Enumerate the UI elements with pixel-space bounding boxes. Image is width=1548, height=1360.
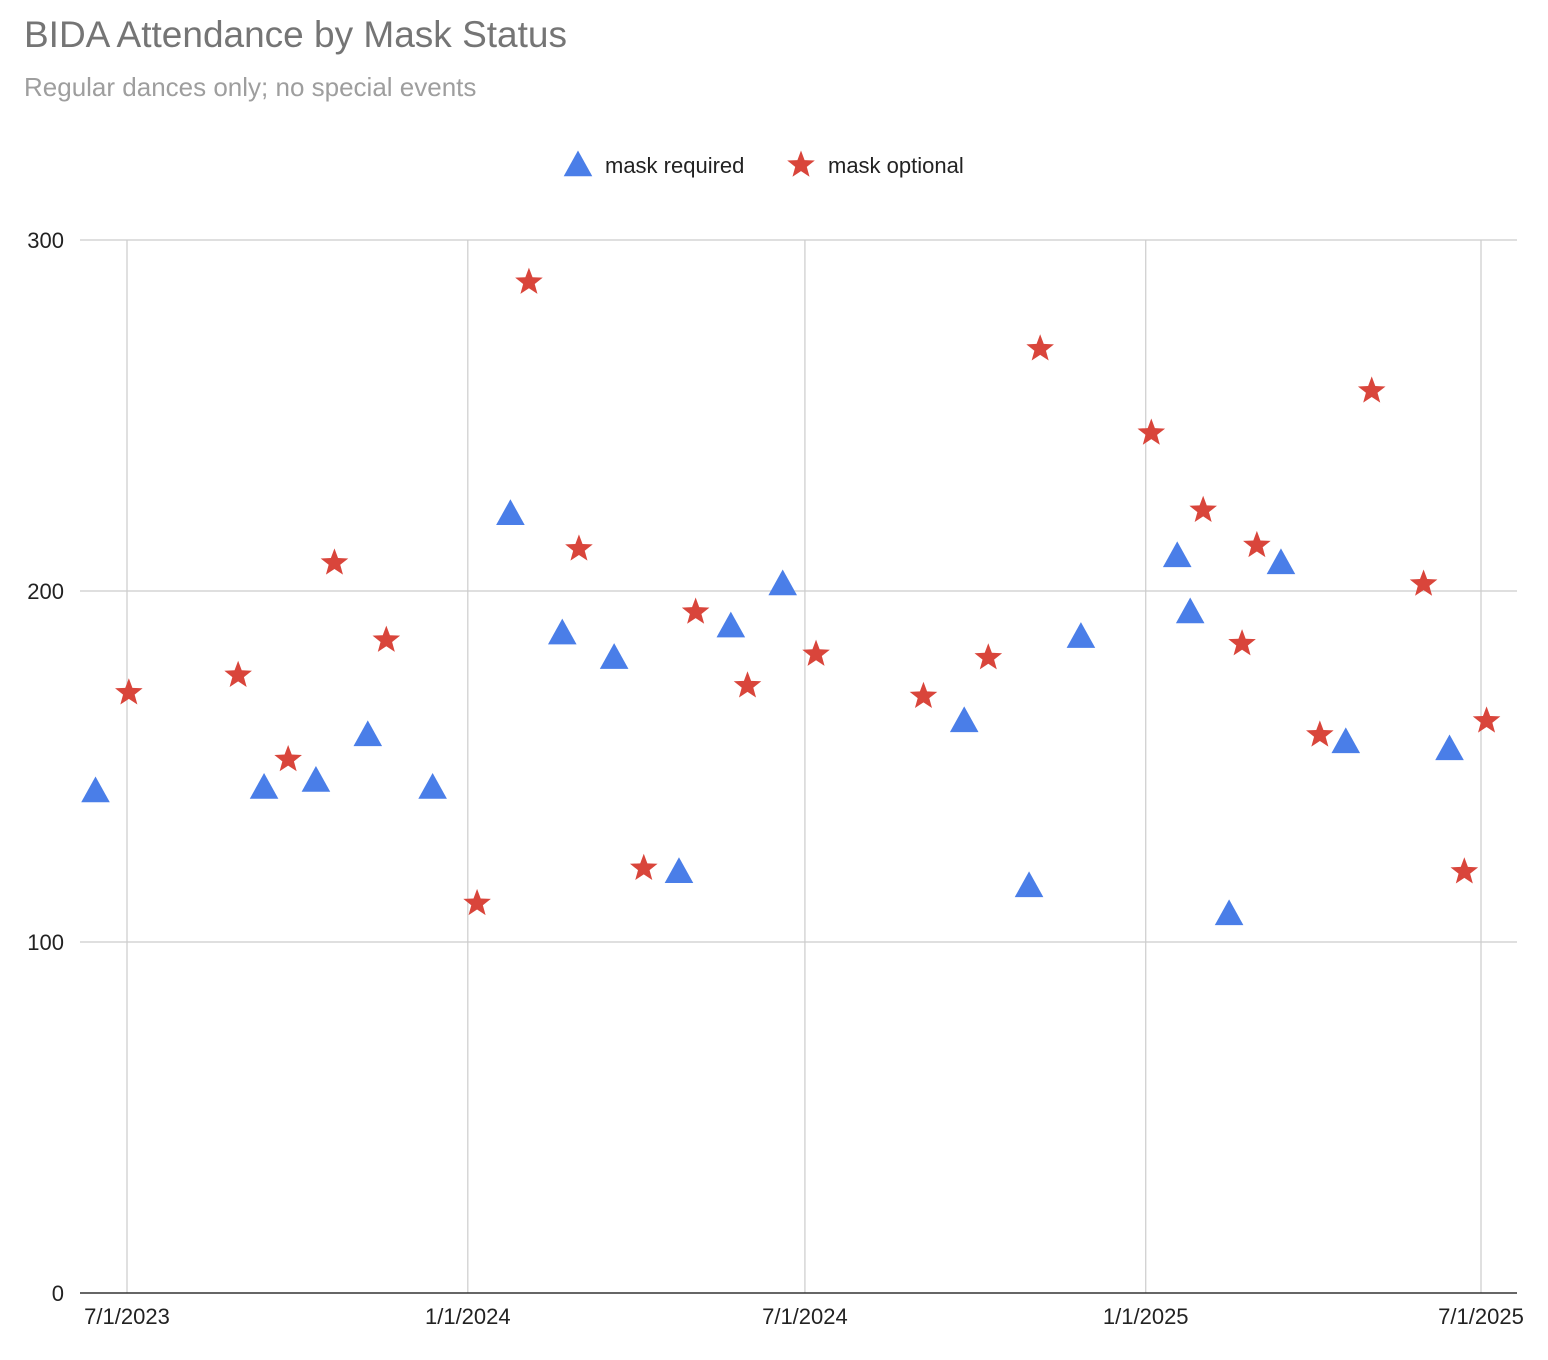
star-point	[1137, 418, 1166, 445]
gridlines	[80, 239, 1517, 1293]
triangle-point	[496, 499, 525, 526]
star-point	[974, 643, 1003, 670]
triangle-point	[716, 611, 746, 638]
star-point	[1189, 495, 1217, 522]
triangle-point	[1175, 597, 1205, 624]
star-point	[463, 888, 491, 916]
star-point	[681, 597, 710, 624]
triangle-point	[81, 776, 110, 803]
star-point	[372, 625, 401, 652]
y-tick-label: 100	[27, 930, 64, 955]
triangle-point	[547, 618, 577, 645]
triangle-point	[1014, 871, 1044, 898]
triangle-point	[1162, 541, 1192, 568]
legend-label: mask required	[605, 153, 744, 178]
x-tick-label: 7/1/2025	[1438, 1304, 1524, 1329]
triangle-point	[249, 773, 279, 799]
series-mask-optional	[115, 267, 1501, 916]
x-tick-label: 7/1/2023	[84, 1304, 170, 1329]
star-point	[1026, 334, 1054, 361]
data-points	[81, 267, 1501, 926]
triangle-point	[1435, 734, 1464, 761]
triangle-point	[1266, 548, 1296, 575]
star-point	[802, 639, 830, 666]
star-point	[1450, 857, 1479, 884]
y-tick-label: 300	[27, 228, 64, 253]
triangle-point	[949, 706, 979, 733]
star-point	[733, 671, 762, 698]
star-point	[1228, 629, 1256, 656]
triangle-point	[301, 766, 331, 792]
x-tick-label: 7/1/2024	[762, 1304, 848, 1329]
star-point	[115, 678, 143, 705]
star-point	[1472, 706, 1501, 733]
legend-label: mask optional	[828, 153, 964, 178]
star-point	[1409, 569, 1438, 596]
x-tick-label: 1/1/2024	[425, 1304, 511, 1329]
triangle-point	[599, 643, 629, 669]
star-point	[224, 660, 252, 687]
chart-subtitle: Regular dances only; no special events	[24, 72, 477, 102]
triangle-point	[418, 773, 447, 799]
star-point	[565, 534, 593, 561]
y-tick-label: 200	[27, 579, 64, 604]
triangle-point	[768, 569, 797, 596]
star-point	[629, 853, 658, 881]
legend-marker-triangle	[563, 150, 593, 177]
legend-marker-star	[787, 150, 815, 177]
star-point	[1357, 376, 1386, 403]
legend: mask required mask optional	[563, 150, 964, 178]
axes: 0 100 200 300 7/1/2023 1/1/2024 7/1/2024 1/1/20…	[27, 228, 1524, 1329]
star-point	[1243, 530, 1271, 558]
series-mask-required	[81, 499, 1464, 926]
y-tick-label: 0	[52, 1281, 64, 1306]
star-point	[1306, 720, 1334, 747]
chart-title: BIDA Attendance by Mask Status	[24, 14, 567, 55]
star-point	[274, 744, 302, 772]
star-point	[909, 681, 938, 709]
triangle-point	[1214, 899, 1244, 926]
triangle-point	[664, 857, 694, 884]
star-point	[320, 548, 349, 575]
triangle-point	[1066, 622, 1096, 648]
triangle-point	[1331, 727, 1361, 754]
triangle-point	[353, 720, 383, 747]
star-point	[515, 267, 543, 294]
x-tick-label: 1/1/2025	[1103, 1304, 1189, 1329]
